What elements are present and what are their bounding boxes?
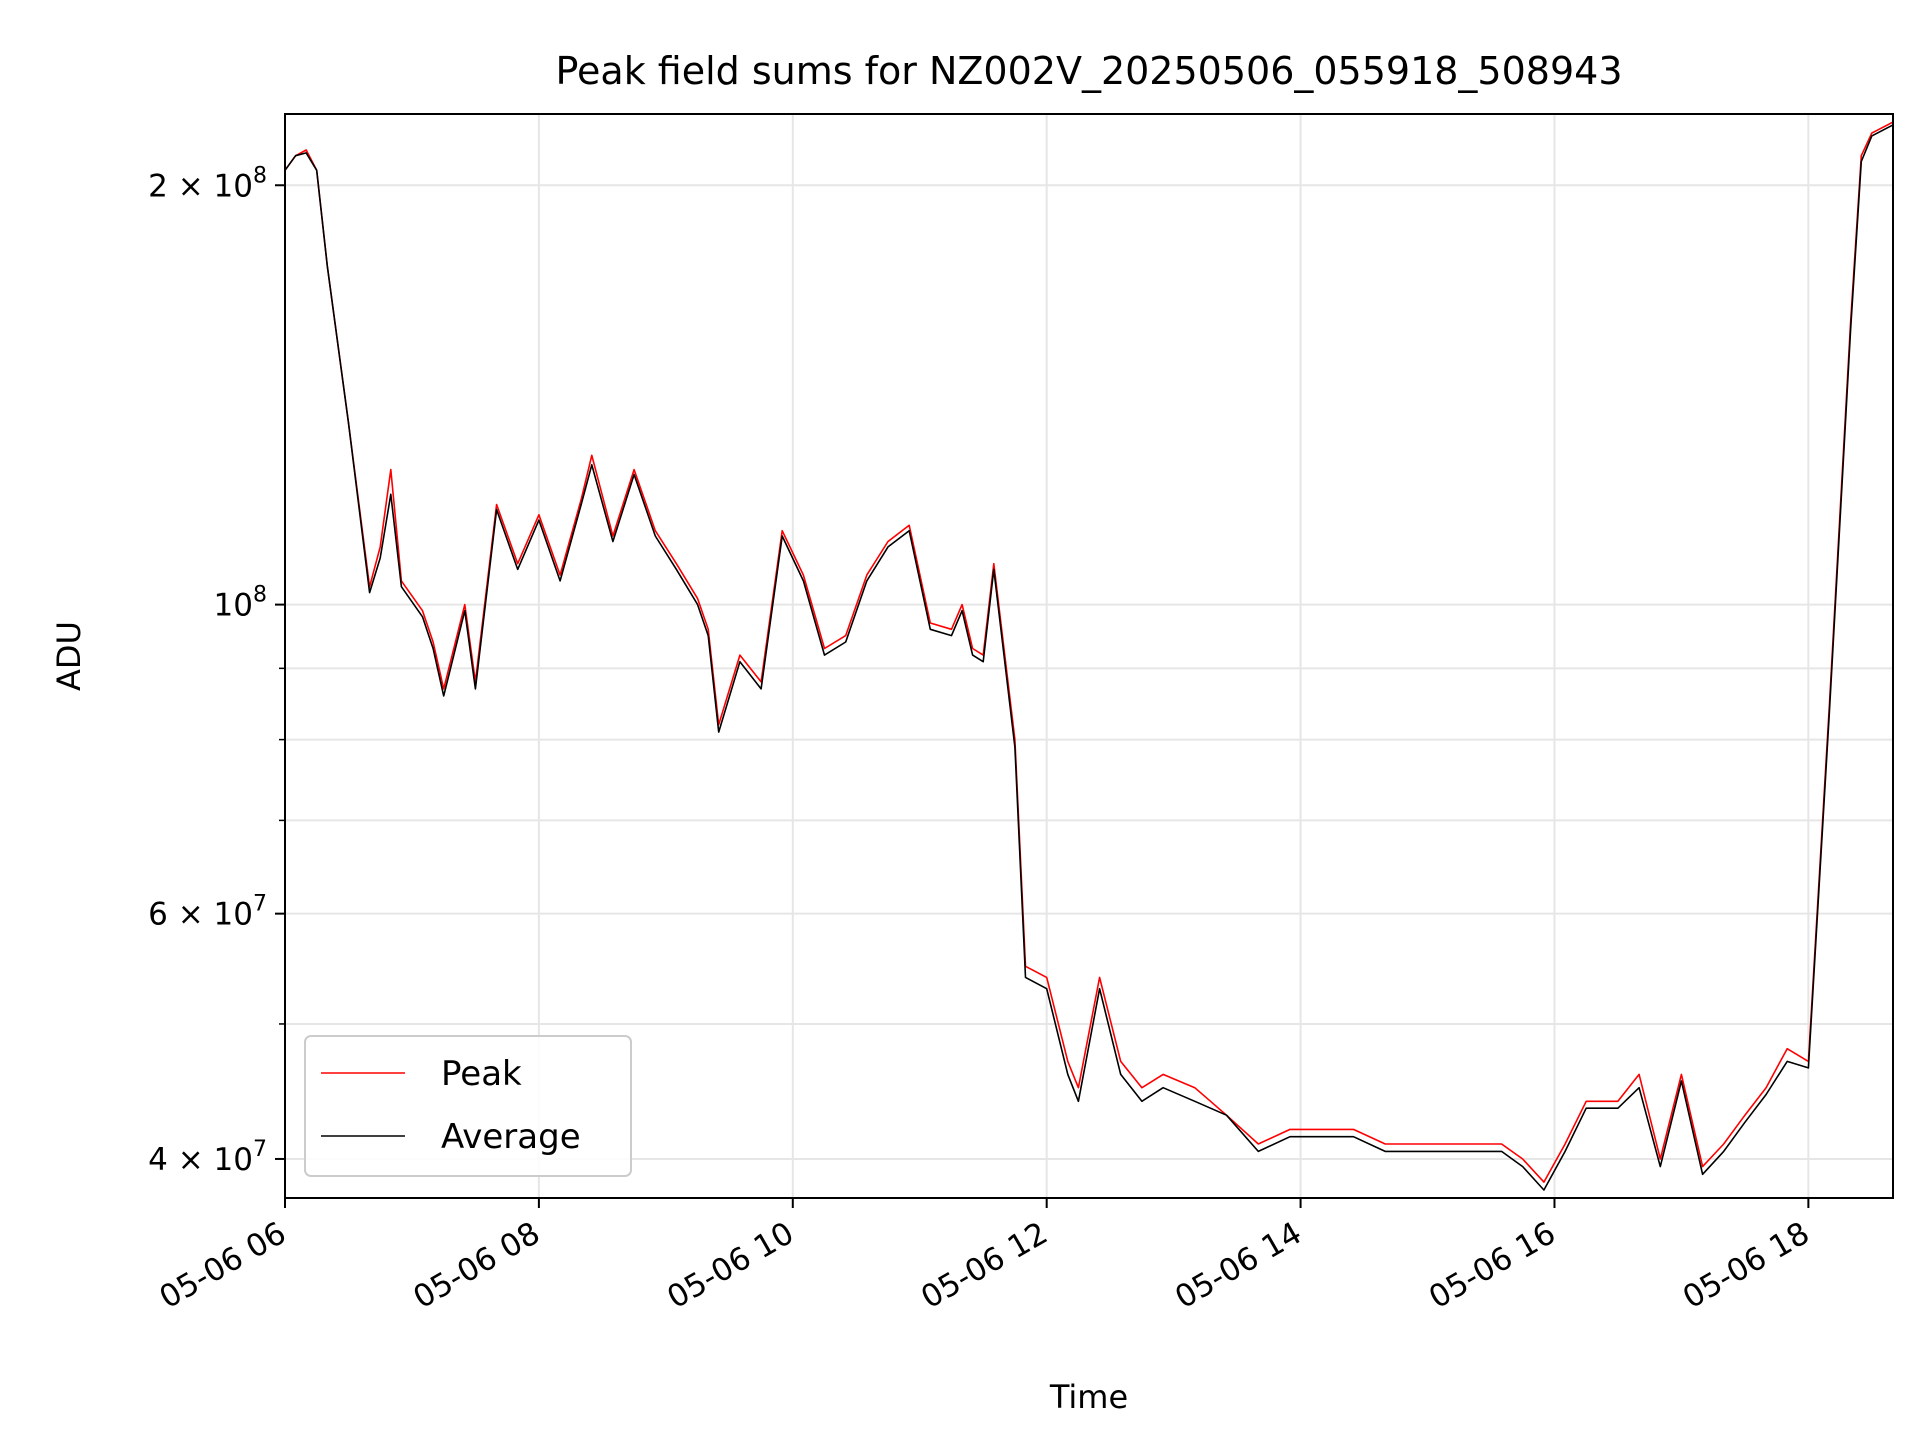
legend-box: [304, 1035, 632, 1177]
y-tick-label-0: 4 × 107: [148, 1137, 267, 1178]
y-tick-label-1: 6 × 107: [148, 892, 267, 933]
grid: [284, 114, 1893, 1198]
legend: Peak Average: [304, 1035, 632, 1177]
legend-label-peak: Peak: [441, 1054, 522, 1094]
y-axis-title: ADU: [50, 621, 88, 691]
x-axis-title: Time: [1049, 1378, 1128, 1416]
plot-frame: [284, 113, 1894, 1199]
series-line-average: [284, 124, 1894, 1191]
legend-label-average: Average: [441, 1117, 581, 1157]
y-tick-label-2: 108: [214, 583, 267, 624]
plot-lines: [284, 121, 1894, 1191]
chart-title: Peak field sums for NZ002V_20250506_0559…: [555, 49, 1622, 93]
y-axis-ticks: 4 × 107 6 × 107 108 2 × 108: [148, 163, 285, 1178]
y-tick-label-3: 2 × 108: [148, 163, 267, 204]
